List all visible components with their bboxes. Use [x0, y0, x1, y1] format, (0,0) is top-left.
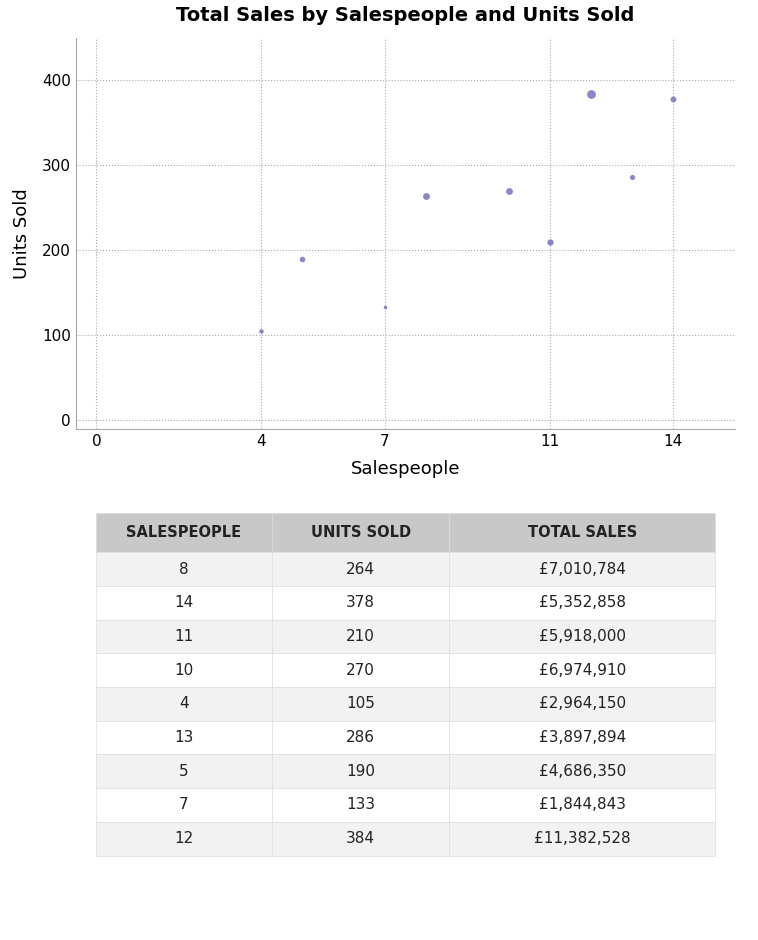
Bar: [272, 619, 449, 653]
Point: [585, 86, 597, 102]
Bar: [96, 788, 272, 822]
Point: [255, 323, 268, 338]
Bar: [96, 721, 272, 755]
Bar: [449, 721, 716, 755]
Text: 4: 4: [179, 697, 189, 712]
Bar: [272, 586, 449, 619]
Text: £2,964,150: £2,964,150: [539, 697, 626, 712]
Title: Bubble Chart:
Total Sales by Salespeople and Units Sold: Bubble Chart: Total Sales by Salespeople…: [177, 0, 634, 25]
Text: £5,918,000: £5,918,000: [539, 629, 625, 644]
Text: 12: 12: [174, 831, 193, 846]
Point: [667, 91, 679, 106]
Text: £11,382,528: £11,382,528: [534, 831, 631, 846]
Bar: [449, 788, 716, 822]
Text: 190: 190: [346, 764, 375, 779]
Bar: [272, 822, 449, 855]
Text: 133: 133: [346, 797, 375, 812]
Bar: [449, 822, 716, 855]
Bar: [449, 755, 716, 788]
Bar: [272, 653, 449, 687]
Bar: [272, 755, 449, 788]
Bar: [272, 687, 449, 721]
X-axis label: Salespeople: Salespeople: [351, 460, 460, 478]
Bar: [96, 553, 272, 586]
Point: [420, 188, 432, 203]
Bar: [272, 553, 449, 586]
Text: TOTAL SALES: TOTAL SALES: [528, 525, 637, 540]
Text: £3,897,894: £3,897,894: [539, 730, 626, 745]
Text: 7: 7: [179, 797, 189, 812]
Text: 286: 286: [346, 730, 375, 745]
Bar: [96, 619, 272, 653]
Bar: [449, 653, 716, 687]
Bar: [449, 513, 716, 553]
Point: [626, 169, 638, 184]
Text: £4,686,350: £4,686,350: [539, 764, 626, 779]
Bar: [449, 619, 716, 653]
Text: 264: 264: [346, 562, 375, 577]
Text: 14: 14: [174, 595, 193, 610]
Text: 210: 210: [346, 629, 375, 644]
Text: UNITS SOLD: UNITS SOLD: [311, 525, 411, 540]
Text: 11: 11: [174, 629, 193, 644]
Bar: [449, 586, 716, 619]
Bar: [272, 788, 449, 822]
Text: £6,974,910: £6,974,910: [539, 663, 626, 678]
Bar: [449, 687, 716, 721]
Text: 384: 384: [346, 831, 375, 846]
Bar: [96, 653, 272, 687]
Text: £7,010,784: £7,010,784: [539, 562, 625, 577]
Text: 10: 10: [174, 663, 193, 678]
Text: 378: 378: [346, 595, 375, 610]
Text: 105: 105: [346, 697, 375, 712]
Text: £1,844,843: £1,844,843: [539, 797, 625, 812]
Bar: [96, 586, 272, 619]
Bar: [96, 822, 272, 855]
Text: £5,352,858: £5,352,858: [539, 595, 625, 610]
Bar: [272, 513, 449, 553]
Bar: [96, 755, 272, 788]
Point: [379, 300, 391, 315]
Point: [296, 251, 309, 266]
Text: 5: 5: [179, 764, 189, 779]
Bar: [449, 553, 716, 586]
Text: 8: 8: [179, 562, 189, 577]
Point: [543, 234, 556, 249]
Bar: [96, 687, 272, 721]
Bar: [96, 513, 272, 553]
Text: 270: 270: [346, 663, 375, 678]
Bar: [272, 721, 449, 755]
Y-axis label: Units Sold: Units Sold: [13, 188, 31, 278]
Text: SALESPEOPLE: SALESPEOPLE: [127, 525, 242, 540]
Text: 13: 13: [174, 730, 193, 745]
Point: [503, 183, 515, 198]
